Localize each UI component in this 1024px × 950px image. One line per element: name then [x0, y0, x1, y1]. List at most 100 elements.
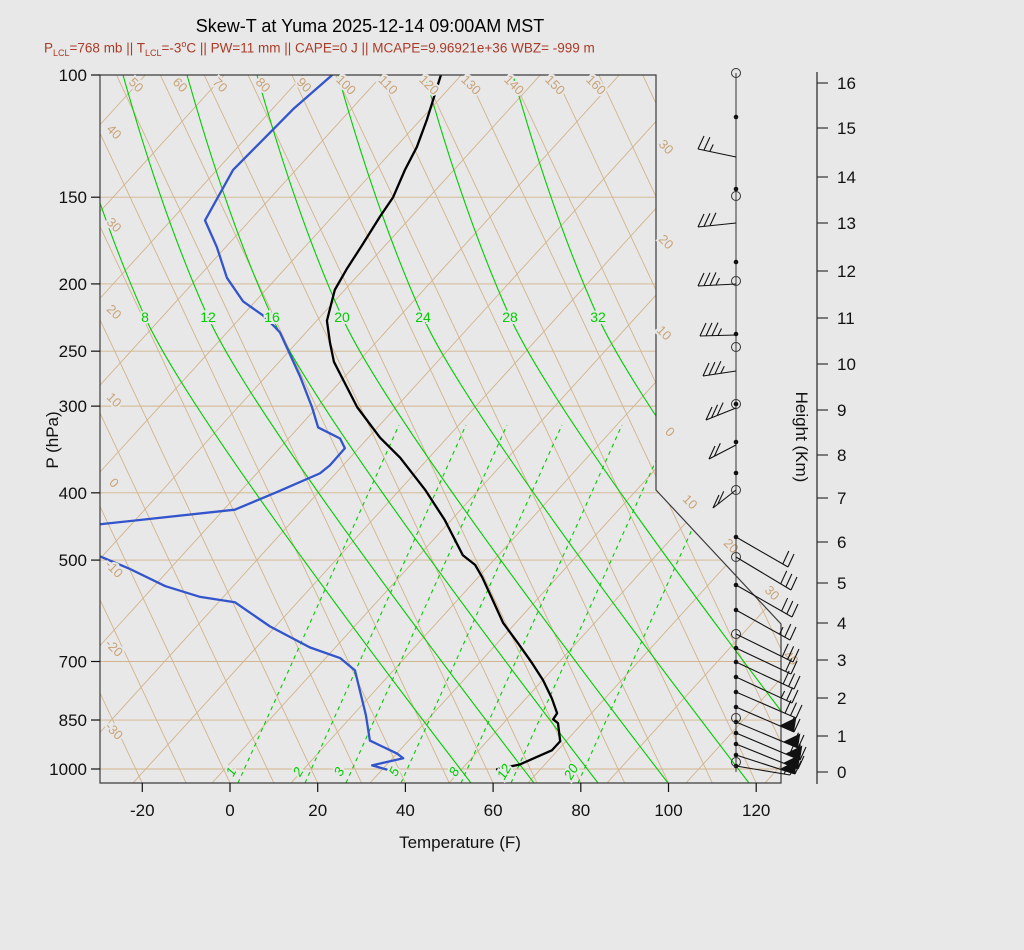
grid-label: 70	[210, 74, 231, 95]
wind-level-dot	[733, 259, 739, 265]
pressure-axis: 100 150 200 250 300 400 500 700 850 1000	[49, 66, 100, 779]
wind-barb	[735, 556, 798, 591]
height-tick-label: 9	[837, 401, 846, 420]
wind-level-dot	[733, 331, 739, 337]
dewpoint-curve-lower	[100, 555, 405, 772]
moist-adiabat-labels: 8 12 16 20 24 28 32	[139, 307, 608, 327]
temperature-tick-label: 100	[654, 801, 682, 820]
wind-barb	[735, 760, 797, 776]
pressure-tick-label: 1000	[49, 760, 87, 779]
height-tick-label: 4	[837, 614, 846, 633]
height-tick-label: 1	[837, 727, 846, 746]
temperature-curve	[325, 75, 562, 771]
grid-label: 100	[333, 72, 359, 98]
wind-barb	[697, 135, 737, 158]
moist-adiabat-label: 8	[141, 309, 149, 325]
pressure-tick-label: 850	[59, 711, 87, 730]
wind-barb	[735, 691, 803, 719]
mixing-ratio-label: 12	[494, 761, 515, 782]
pressure-tick-label: 700	[59, 652, 87, 671]
wind-barb	[705, 402, 737, 421]
temperature-tick-label: 120	[742, 801, 770, 820]
mixing-ratio-label: 8	[446, 764, 463, 778]
wind-barb	[735, 609, 797, 641]
pressure-tick-label: 300	[59, 397, 87, 416]
wind-level-circle	[731, 68, 741, 78]
wind-barb	[735, 647, 798, 675]
grid-label: 110	[376, 72, 401, 97]
temperature-tick-label: 80	[571, 801, 590, 820]
wind-barb	[708, 443, 737, 460]
pressure-tick-label: 400	[59, 484, 87, 503]
grid-label: 160	[583, 72, 609, 98]
moist-adiabat-label: 12	[200, 309, 216, 325]
temperature-tick-label: -20	[130, 801, 155, 820]
height-tick-label: 6	[837, 533, 846, 552]
height-tick-label: 7	[837, 489, 846, 508]
mixing-ratio-label: 20	[560, 761, 581, 783]
height-tick-label: 0	[837, 763, 846, 782]
height-tick-label: 12	[837, 262, 856, 281]
height-tick-label: 16	[837, 74, 856, 93]
height-tick-label: 10	[837, 355, 856, 374]
moist-adiabat-label: 28	[502, 309, 518, 325]
grid-label: 40	[104, 121, 125, 142]
moist-adiabat-label: 16	[264, 309, 280, 325]
grid-label: 10	[654, 322, 675, 343]
wind-barb	[735, 706, 801, 733]
grid-label: -30	[102, 719, 126, 743]
wind-barb	[735, 584, 799, 618]
wind-level-circle	[731, 485, 741, 495]
mixing-ratio-label: 5	[386, 764, 403, 778]
page-title: Skew-T at Yuma 2025-12-14 09:00AM MST	[195, 16, 545, 36]
grid-label: 20	[104, 301, 125, 322]
mixing-ratio-label: 2	[289, 764, 306, 779]
pressure-tick-label: 250	[59, 342, 87, 361]
grid-label: 20	[656, 231, 677, 252]
wind-barb	[735, 661, 801, 690]
moist-adiabat-label: 20	[334, 309, 350, 325]
pressure-tick-label: 100	[59, 66, 87, 85]
pressure-tick-label: 150	[59, 188, 87, 207]
grid-label: 120	[416, 72, 442, 98]
temperature-axis: -20 0 20 40 60 80 100 120	[130, 783, 770, 820]
wind-barb	[735, 536, 795, 568]
grid-label: 0	[106, 475, 122, 491]
wind-barb	[697, 272, 737, 287]
wind-barb	[735, 633, 800, 663]
pressure-axis-label: P (hPa)	[43, 411, 62, 469]
grid-label: 30	[656, 136, 677, 157]
wind-barb-column	[697, 68, 807, 776]
height-tick-label: 3	[837, 651, 846, 670]
x-axis-label: Temperature (F)	[399, 833, 521, 852]
grid-label: 30	[762, 582, 783, 603]
wind-level-circle	[731, 629, 741, 639]
wind-barb	[712, 489, 737, 509]
grid-label: 0	[662, 424, 678, 440]
temperature-tick-label: 60	[484, 801, 503, 820]
grid-label: 130	[458, 72, 484, 98]
height-tick-label: 14	[837, 168, 856, 187]
wind-barb	[699, 322, 737, 337]
wind-level-dot	[733, 401, 739, 407]
wind-barb	[697, 212, 737, 228]
temperature-tick-label: 20	[308, 801, 327, 820]
height-tick-label: 8	[837, 446, 846, 465]
height-tick-label: 5	[837, 574, 846, 593]
height-axis-label: Height (Km)	[792, 391, 811, 483]
wind-level-circle	[731, 276, 741, 286]
mixing-ratio-label: 3	[331, 764, 348, 778]
grid-label: 30	[104, 214, 125, 235]
dewpoint-curve-upper	[100, 75, 347, 526]
mixing-ratio-label: 1	[223, 765, 240, 779]
grid-label: 10	[680, 491, 701, 512]
wind-level-dot	[733, 114, 739, 120]
wind-barb	[702, 360, 737, 377]
wind-barb	[735, 721, 805, 749]
height-tick-label: 2	[837, 689, 846, 708]
temperature-tick-label: 0	[225, 801, 234, 820]
wind-level-circle	[731, 552, 741, 562]
